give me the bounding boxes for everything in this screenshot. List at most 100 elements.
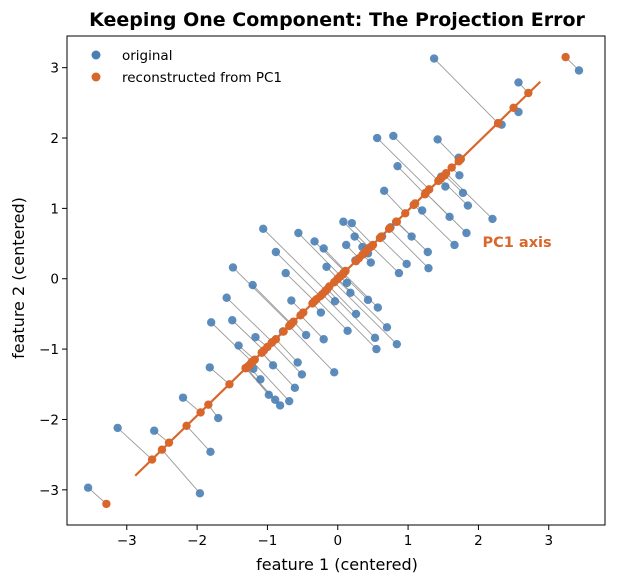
original-point: [392, 339, 402, 349]
original-point: [407, 232, 416, 241]
reconstructed-point: [296, 311, 305, 320]
reconstructed-point: [358, 250, 367, 260]
reconstructed-point: [375, 233, 385, 243]
error-line: [271, 342, 303, 375]
legend-marker-reconstructed: [91, 72, 101, 82]
original-point: [463, 201, 473, 210]
reconstructed-point: [279, 327, 288, 336]
reconstructed-point: [248, 357, 257, 366]
reconstructed-point: [164, 438, 174, 447]
reconstructed-point: [493, 119, 503, 128]
original-point: [423, 247, 432, 257]
error-line: [314, 241, 346, 273]
original-point: [178, 393, 188, 402]
original-point: [441, 182, 450, 191]
reconstructed-point: [312, 294, 321, 304]
reconstructed-point: [225, 380, 234, 389]
reconstructed-point: [441, 169, 451, 178]
original-point: [270, 395, 280, 404]
original-point: [346, 288, 355, 298]
reconstructed-point: [447, 163, 456, 172]
original-point: [268, 361, 278, 370]
original-point: [83, 483, 93, 492]
reconstructed-point: [384, 224, 394, 233]
error-line: [161, 449, 201, 494]
error-line: [343, 272, 379, 308]
reconstructed-point: [436, 174, 445, 184]
original-point: [319, 244, 328, 253]
original-point: [370, 333, 380, 343]
reconstructed-point: [257, 348, 267, 357]
reconstructed-point: [392, 217, 402, 226]
original-point: [206, 447, 215, 457]
x-tick-label: 1: [404, 533, 413, 549]
original-point: [316, 308, 326, 317]
error-line: [328, 286, 357, 315]
y-tick-label: −2: [39, 412, 59, 428]
error-line: [210, 322, 253, 363]
original-point: [366, 258, 376, 267]
y-tick-label: −3: [39, 483, 59, 499]
original-point: [113, 423, 122, 433]
original-point: [234, 341, 243, 350]
original-point: [287, 296, 296, 305]
original-point: [514, 78, 523, 87]
original-point: [264, 390, 274, 400]
error-line: [285, 272, 315, 302]
original-point: [455, 171, 464, 180]
original-point: [294, 228, 303, 238]
original-point: [228, 316, 237, 325]
original-point: [251, 332, 260, 342]
error-line: [252, 361, 290, 402]
original-point: [206, 318, 216, 327]
x-tick-label: 3: [544, 533, 553, 549]
error-line: [445, 172, 493, 220]
error-line: [226, 297, 273, 343]
original-point: [222, 293, 231, 302]
error-line: [388, 228, 429, 269]
error-line: [117, 427, 153, 460]
original-point: [350, 232, 359, 241]
original-point: [347, 218, 357, 228]
reconstructed-point: [242, 363, 251, 373]
error-line: [316, 298, 348, 332]
reconstructed-point: [267, 338, 276, 347]
original-point: [310, 237, 319, 246]
original-point: [394, 268, 404, 278]
error-line: [252, 284, 292, 325]
error-line: [397, 165, 426, 195]
pc1-axis-label: PC1 axis: [483, 235, 552, 251]
original-point: [445, 212, 454, 222]
error-line: [444, 174, 464, 194]
y-tick-label: 2: [50, 131, 59, 147]
original-point: [417, 206, 427, 215]
error-line: [262, 228, 327, 292]
reconstructed-point: [318, 290, 327, 299]
error-line: [321, 293, 377, 350]
error-line: [425, 192, 467, 234]
original-point: [351, 309, 361, 319]
reconstructed-point: [157, 445, 167, 454]
original-point: [382, 323, 392, 332]
original-point: [574, 66, 584, 75]
y-tick-label: 0: [50, 272, 59, 288]
original-point: [393, 161, 402, 171]
original-point: [228, 263, 238, 272]
reconstructed-point: [561, 52, 570, 62]
reconstructed-point: [524, 88, 533, 98]
error-line: [351, 222, 374, 246]
original-point: [275, 401, 285, 410]
reconstructed-point: [509, 103, 518, 112]
x-axis-ticks: −3 −2 −1 0 1 2 3: [117, 525, 553, 549]
reconstructed-point: [147, 455, 157, 464]
original-point: [330, 368, 339, 377]
error-line: [231, 319, 265, 351]
original-point: [429, 54, 439, 63]
chart-title: Keeping One Component: The Projection Er…: [89, 9, 585, 31]
error-line: [376, 137, 430, 190]
error-line: [209, 367, 230, 385]
error-line: [275, 338, 298, 363]
original-point: [214, 413, 223, 423]
x-tick-label: 0: [333, 533, 342, 549]
